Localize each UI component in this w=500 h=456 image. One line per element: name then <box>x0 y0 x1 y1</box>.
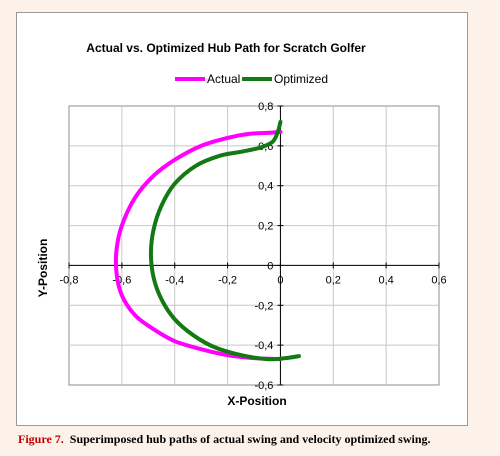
y-tick-label: -0,4 <box>254 340 273 352</box>
legend: Actual Optimized <box>175 72 328 86</box>
x-tick-labels: -0,8 -0,6 -0,4 -0,2 0 0,2 0,4 0,6 <box>60 274 447 286</box>
y-tick-label: -0,6 <box>254 380 273 392</box>
y-tick-label: 0,8 <box>258 101 273 113</box>
y-tick-labels: -0,6-0,4-0,200,20,40,60,8 <box>254 101 273 392</box>
y-axis-title: Y-Position <box>36 239 50 298</box>
x-tick-label: 0,6 <box>431 274 446 286</box>
plot-area <box>68 105 440 386</box>
chart-title: Actual vs. Optimized Hub Path for Scratc… <box>86 41 366 55</box>
x-axis-title: X-Position <box>227 394 286 408</box>
y-tick-label: -0,2 <box>254 300 273 312</box>
legend-optimized-label: Optimized <box>274 72 328 86</box>
x-tick-label: -0,8 <box>60 274 79 286</box>
series-optimized-line <box>148 119 301 362</box>
x-tick-label: 0,4 <box>378 274 393 286</box>
figure-caption: Figure 7. Superimposed hub paths of actu… <box>18 432 431 447</box>
y-tick-label: 0 <box>267 260 273 272</box>
y-tick-label: 0,2 <box>258 221 273 233</box>
hub-path-chart: Actual vs. Optimized Hub Path for Scratc… <box>36 41 447 408</box>
x-tick-label: -0,2 <box>218 274 237 286</box>
legend-actual-label: Actual <box>207 72 240 86</box>
x-tick-label: 0 <box>277 274 283 286</box>
y-tick-label: 0,4 <box>258 181 273 193</box>
series-actual-line <box>113 129 283 362</box>
figure-caption-text: Superimposed hub paths of actual swing a… <box>69 432 431 446</box>
axes <box>68 105 440 386</box>
series <box>113 119 301 362</box>
x-tick-label: -0,4 <box>165 274 184 286</box>
x-tick-label: 0,2 <box>326 274 341 286</box>
chart-frame: Actual vs. Optimized Hub Path for Scratc… <box>16 12 468 426</box>
figure-label: Figure 7. <box>18 432 64 446</box>
